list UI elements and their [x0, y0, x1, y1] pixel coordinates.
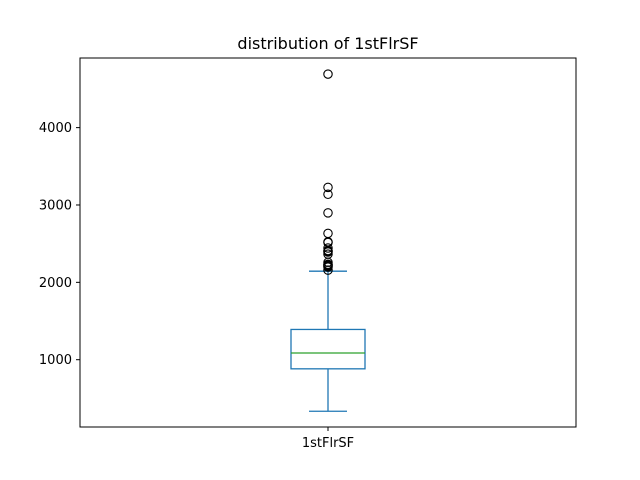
y-tick-label: 2000	[39, 276, 72, 291]
outlier-point	[323, 228, 333, 239]
outlier-point	[323, 182, 333, 193]
y-tick-label: 1000	[39, 353, 72, 368]
outlier-point	[323, 208, 333, 218]
outlier-point	[323, 262, 333, 272]
axes-layer: 1stFlrSF 1000 2000 3000 4000	[39, 57, 577, 451]
iqr-box	[290, 328, 366, 370]
plot-frame	[79, 57, 577, 428]
y-tick-label: 4000	[39, 121, 72, 136]
outlier-point	[323, 69, 333, 79]
outlier-point	[323, 189, 333, 200]
outlier-point	[323, 265, 333, 275]
outlier-point	[323, 243, 333, 253]
plot-marks	[290, 69, 366, 412]
chart-title: distribution of 1stFlrSF	[237, 34, 418, 53]
x-tick-label: 1stFlrSF	[302, 436, 354, 451]
y-tick-label: 3000	[39, 198, 72, 213]
